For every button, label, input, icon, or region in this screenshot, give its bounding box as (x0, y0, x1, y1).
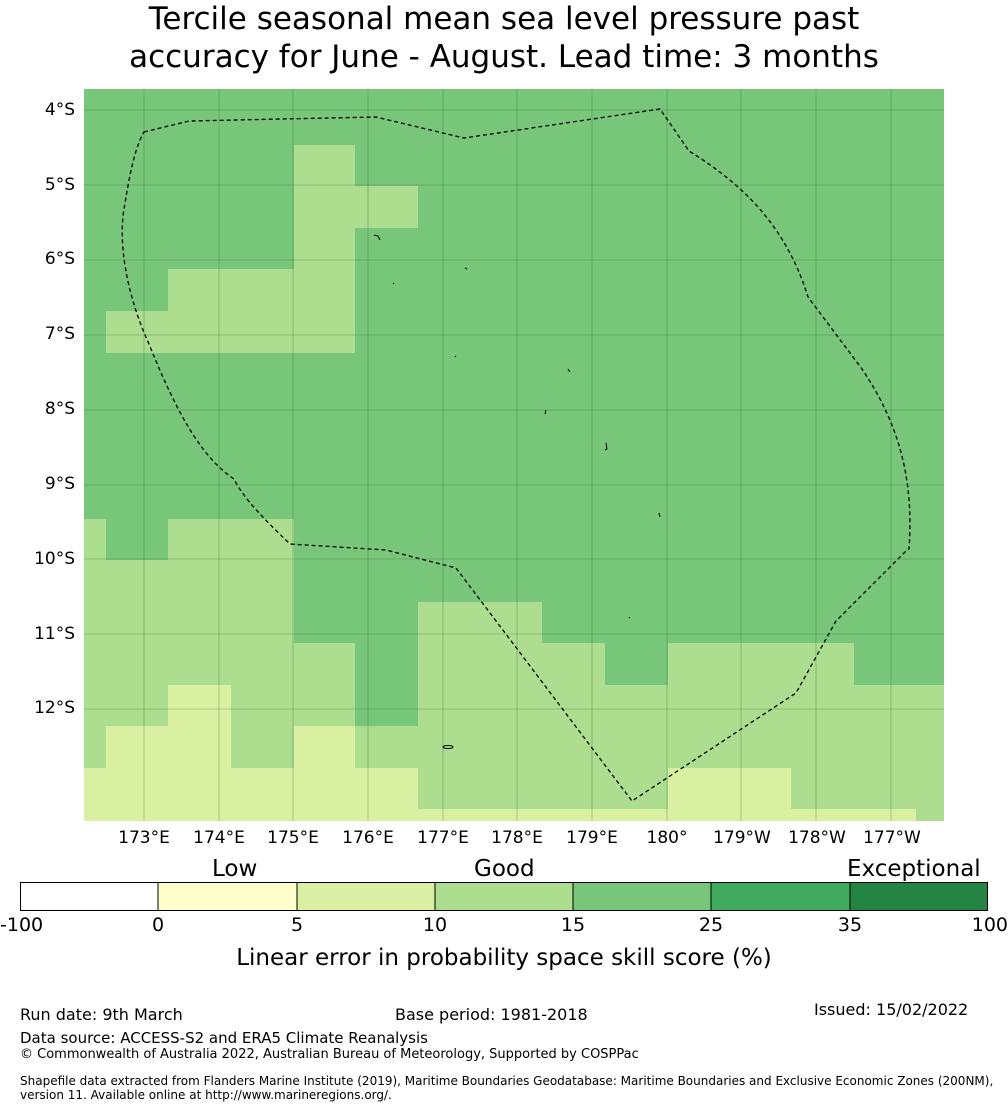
island (464, 267, 468, 270)
skill-cell (168, 519, 294, 560)
colorbar (20, 882, 988, 911)
skill-cell (355, 768, 418, 821)
lon-label-177w: 177°W (863, 828, 921, 848)
skill-cell (418, 602, 542, 821)
lat-label-12s: 12°S (34, 698, 75, 718)
lon-label-177e: 177°E (417, 828, 469, 848)
island (442, 745, 454, 749)
island (373, 234, 381, 241)
lon-label-179w: 179°W (713, 828, 771, 848)
island (628, 616, 631, 619)
colorbar-outline (20, 882, 988, 911)
tick-15: 15 (560, 914, 586, 936)
lat-label-4s: 4°S (44, 100, 75, 120)
copyright: © Commonwealth of Australia 2022, Austra… (20, 1047, 639, 1062)
colorbar-segment-10-15 (435, 882, 573, 911)
base-period: Base period: 1981-2018 (395, 1005, 588, 1024)
title-line-1: Tercile seasonal mean sea level pressure… (148, 1, 860, 37)
colorbar-segment-25-35 (711, 882, 850, 911)
skill-cell (84, 768, 106, 821)
lon-label-178w: 178°W (788, 828, 846, 848)
tick-35: 35 (837, 914, 863, 936)
lon-label-178e: 178°E (491, 828, 543, 848)
category-exceptional: Exceptional (847, 856, 981, 882)
colorbar-segment-5-10 (297, 882, 435, 911)
island (567, 368, 571, 373)
tick-0: 0 (151, 914, 165, 936)
lat-label-8s: 8°S (44, 399, 75, 419)
shapefile-credit-2: version 11. Available online at http://w… (20, 1088, 392, 1102)
lat-label-5s: 5°S (44, 175, 75, 195)
skill-cell (106, 726, 168, 821)
lat-label-7s: 7°S (44, 324, 75, 344)
category-good: Good (474, 856, 535, 882)
tick-25: 25 (698, 914, 724, 936)
tick-10: 10 (422, 914, 448, 936)
title-line-2: accuracy for June - August. Lead time: 3… (129, 39, 879, 75)
colorbar-title: Linear error in probability space skill … (236, 945, 772, 971)
islands (373, 234, 661, 749)
skill-cell (106, 311, 168, 353)
skill-cell (84, 519, 106, 560)
tick-5: 5 (290, 914, 304, 936)
island (604, 442, 608, 451)
lon-label-179e: 179°E (566, 828, 618, 848)
island (544, 409, 547, 415)
lat-label-9s: 9°S (44, 474, 75, 494)
category-low: Low (212, 856, 258, 882)
island (392, 282, 395, 285)
shapefile-credit-1: Shapefile data extracted from Flanders M… (20, 1074, 994, 1088)
island (658, 512, 661, 518)
map-cells (84, 145, 944, 821)
skill-cell (168, 269, 294, 353)
lon-label-175e: 175°E (267, 828, 319, 848)
map-title: Tercile seasonal mean sea level pressure… (0, 0, 1008, 76)
skill-cell (418, 809, 668, 821)
skill-cell (791, 809, 916, 821)
skill-cell (542, 643, 605, 821)
colorbar-segment-neg (20, 882, 158, 911)
tick-neg100: -100 (0, 914, 44, 936)
skill-cell (168, 685, 231, 821)
lat-label-10s: 10°S (34, 549, 75, 569)
skill-cell (231, 768, 294, 821)
tick-100: 100 (971, 914, 1008, 936)
data-source: Data source: ACCESS-S2 and ERA5 Climate … (20, 1029, 428, 1047)
issued-date: Issued: 15/02/2022 (814, 1000, 969, 1019)
lon-label-173e: 173°E (118, 828, 170, 848)
lon-label-174e: 174°E (193, 828, 245, 848)
lat-label-11s: 11°S (34, 624, 75, 644)
colorbar-segment-15-25 (573, 882, 711, 911)
colorbar-segment-35-100 (850, 882, 988, 911)
lon-label-176e: 176°E (342, 828, 394, 848)
colorbar-segment-0-5 (158, 882, 297, 911)
island (454, 355, 457, 358)
run-date: Run date: 9th March (20, 1005, 183, 1024)
skill-cell (294, 726, 355, 821)
skill-cell (854, 685, 944, 821)
skill-cell (294, 145, 355, 186)
skill-score-map (84, 89, 944, 821)
map-gridlines (84, 89, 944, 821)
skill-cell (294, 228, 355, 353)
eez-boundary (121, 108, 911, 802)
skill-cell (294, 186, 418, 228)
skill-cell (605, 685, 668, 821)
lon-label-180: 180° (646, 828, 688, 848)
lat-label-6s: 6°S (44, 249, 75, 269)
skill-cell (668, 768, 791, 821)
